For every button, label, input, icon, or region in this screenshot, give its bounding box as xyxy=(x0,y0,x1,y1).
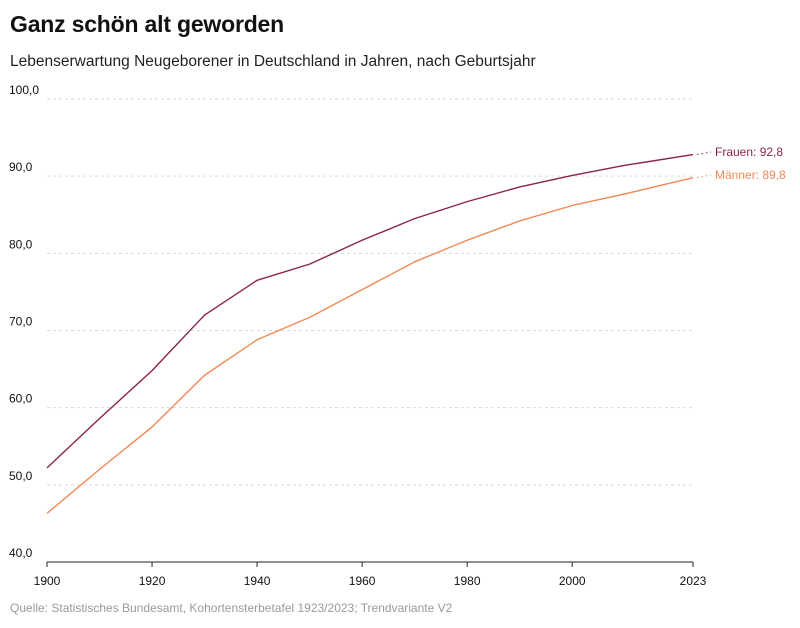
data-point-maenner-1940 xyxy=(255,337,260,342)
data-point-frauen-1940 xyxy=(255,278,260,283)
x-tick-label-2000: 2000 xyxy=(559,574,586,588)
chart-title: Ganz schön alt geworden xyxy=(10,11,284,37)
y-tick-label-50: 50,0 xyxy=(9,469,33,483)
y-tick-label-80: 80,0 xyxy=(9,237,33,251)
data-point-maenner-1910 xyxy=(97,467,102,472)
data-point-maenner-1970 xyxy=(412,259,417,264)
data-point-maenner-1950 xyxy=(307,315,312,320)
x-tick-label-2023: 2023 xyxy=(680,574,707,588)
y-tick-label-90: 90,0 xyxy=(9,160,33,174)
y-tick-label-40: 40,0 xyxy=(9,546,33,560)
data-point-maenner-1960 xyxy=(360,287,365,292)
series-label-maenner: Männer: 89,8 xyxy=(715,168,786,182)
data-point-maenner-2000 xyxy=(570,203,575,208)
data-point-frauen-1950 xyxy=(307,262,312,267)
axis-layer xyxy=(46,561,694,567)
data-point-frauen-2000 xyxy=(570,173,575,178)
data-point-frauen-1930 xyxy=(202,313,207,318)
x-tick-label-1920: 1920 xyxy=(139,574,166,588)
x-tick-label-1960: 1960 xyxy=(349,574,376,588)
y-tick-label-100: 100,0 xyxy=(9,83,39,97)
data-point-frauen-1970 xyxy=(412,216,417,221)
series-leader-maenner xyxy=(696,174,712,179)
grid-layer xyxy=(47,98,693,486)
data-point-maenner-2010 xyxy=(622,191,627,196)
data-point-maenner-1920 xyxy=(150,424,155,429)
series-layer xyxy=(45,151,712,516)
series-line-frauen xyxy=(46,153,694,469)
data-point-frauen-1900 xyxy=(45,465,50,470)
data-point-maenner-1900 xyxy=(45,511,50,516)
series-line-maenner xyxy=(46,177,694,514)
data-point-frauen-1990 xyxy=(517,184,522,189)
data-point-maenner-1980 xyxy=(465,238,470,243)
series-leader-frauen xyxy=(696,151,712,156)
x-tick-label-1900: 1900 xyxy=(34,574,61,588)
series-label-frauen: Frauen: 92,8 xyxy=(715,145,783,159)
x-tick-label-1940: 1940 xyxy=(244,574,271,588)
chart-subtitle: Lebenserwartung Neugeborener in Deutschl… xyxy=(10,53,536,70)
data-point-frauen-2010 xyxy=(622,163,627,168)
data-point-maenner-2023 xyxy=(691,175,696,180)
x-tick-label-1980: 1980 xyxy=(454,574,481,588)
data-point-frauen-2023 xyxy=(691,152,696,157)
data-point-frauen-1920 xyxy=(150,368,155,373)
source-note: Quelle: Statistisches Bundesamt, Kohorte… xyxy=(10,601,453,615)
data-point-frauen-1910 xyxy=(97,416,102,421)
data-point-maenner-1930 xyxy=(202,373,207,378)
data-point-frauen-1980 xyxy=(465,199,470,204)
label-layer: 40,0 50,0 60,0 70,0 80,0 90,0 100,0 1900 1920 194… xyxy=(9,83,786,588)
data-point-frauen-1960 xyxy=(360,238,365,243)
y-tick-label-70: 70,0 xyxy=(9,315,33,329)
data-point-maenner-1990 xyxy=(517,218,522,223)
y-tick-label-60: 60,0 xyxy=(9,392,33,406)
